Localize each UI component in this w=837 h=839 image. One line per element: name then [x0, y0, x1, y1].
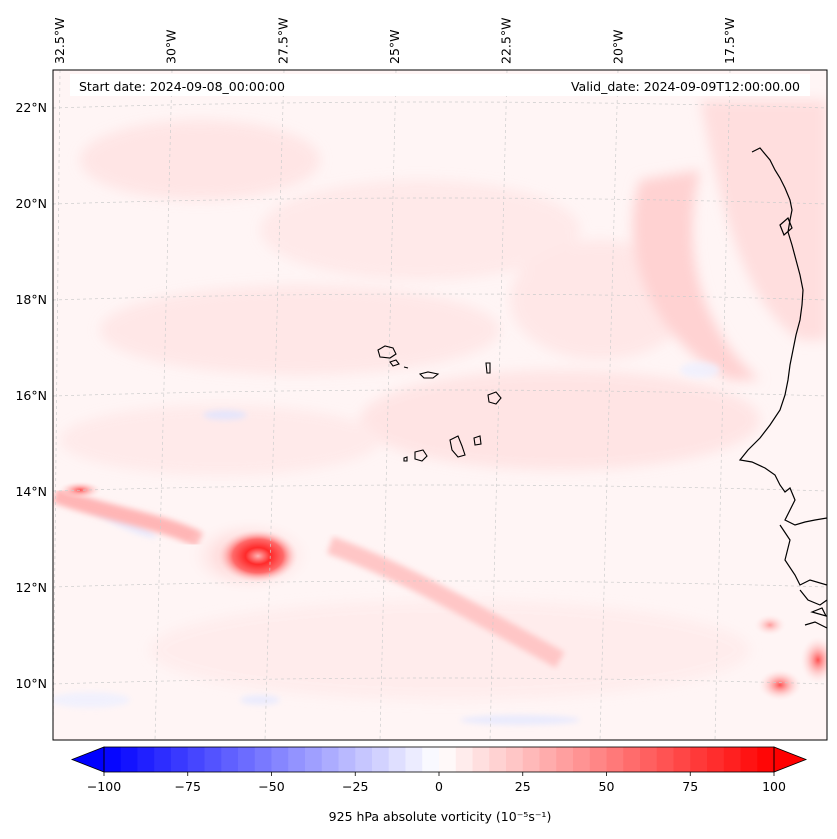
colorbar-cell [204, 747, 222, 772]
colorbar-cells [104, 747, 775, 772]
colorbar-cell [723, 747, 741, 772]
colorbar-tick-label: −50 [258, 779, 284, 794]
coastlines [738, 147, 827, 629]
colorbar-cell [656, 747, 674, 772]
lon-label: 32.5°W [52, 18, 67, 64]
start-date-text: Start date: 2024-09-08_00:00:00 [79, 79, 285, 94]
colorbar-ticks: −100 −75 −50 −25 0 25 50 75 100 [87, 772, 786, 794]
longitude-labels: 32.5°W 30°W 27.5°W 25°W 22.5°W 20°W 17.5°W [52, 18, 737, 64]
sao-nicolau-island [418, 371, 440, 379]
colorbar-cell [388, 747, 406, 772]
colorbar-cell [422, 747, 440, 772]
colorbar-tick-label: 0 [435, 779, 443, 794]
date-annotations: Start date: 2024-09-08_00:00:00 Valid_da… [70, 74, 810, 96]
colorbar-cell [104, 747, 122, 772]
lon-label: 20°W [610, 29, 625, 64]
colorbar-cell [254, 747, 272, 772]
colorbar-cell [757, 747, 775, 772]
lat-label: 22°N [15, 100, 47, 115]
colorbar-cell [589, 747, 607, 772]
sao-vicente-island [389, 359, 400, 367]
graticule [53, 70, 827, 740]
colorbar-cell [439, 747, 457, 772]
lat-label: 12°N [15, 580, 47, 595]
lon-label: 27.5°W [275, 18, 290, 64]
colorbar-cell [120, 747, 138, 772]
colorbar-cell [171, 747, 189, 772]
africa-coastline [738, 147, 827, 526]
colorbar-cell [623, 747, 641, 772]
colorbar-cell [573, 747, 591, 772]
colorbar-tick-label: 100 [762, 779, 786, 794]
colorbar-cell [522, 747, 540, 772]
map-frame [52, 69, 828, 741]
colorbar-max-extension [773, 746, 808, 773]
colorbar-cell [640, 747, 658, 772]
santo-antao-island [377, 345, 397, 359]
fogo-island [414, 449, 428, 462]
colorbar-cell [221, 747, 239, 772]
colorbar-cell [137, 747, 155, 772]
colorbar-cell [355, 747, 373, 772]
colorbar-cell [556, 747, 574, 772]
lat-label: 10°N [15, 676, 47, 691]
colorbar-tick-label: −75 [175, 779, 201, 794]
colorbar-cell [288, 747, 306, 772]
colorbar-cell [187, 747, 205, 772]
vorticity-field [53, 70, 827, 740]
colorbar-min-extension [70, 746, 105, 773]
lat-label: 16°N [15, 388, 47, 403]
colorbar-label: 925 hPa absolute vorticity (10⁻⁵s⁻¹) [329, 809, 552, 824]
colorbar-cell [606, 747, 624, 772]
colorbar-cell [506, 747, 524, 772]
lon-label: 30°W [164, 29, 179, 64]
sal-island [485, 362, 491, 374]
latitude-labels: 22°N 20°N 18°N 16°N 14°N 12°N 10°N [15, 100, 47, 691]
brava-island [403, 456, 408, 462]
lat-label: 18°N [15, 292, 47, 307]
santa-luzia-island [403, 366, 409, 369]
maio-island [473, 435, 482, 446]
santiago-island [449, 435, 466, 458]
colorbar-cell [455, 747, 473, 772]
colorbar-cell [154, 747, 172, 772]
colorbar-cell [673, 747, 691, 772]
colorbar-cell [305, 747, 323, 772]
colorbar-cell [740, 747, 758, 772]
lat-label: 14°N [15, 484, 47, 499]
colorbar-tick-label: 50 [599, 779, 615, 794]
colorbar-cell [539, 747, 557, 772]
colorbar-cell [338, 747, 356, 772]
cape-verde-islands [377, 345, 502, 462]
lon-label: 22.5°W [499, 18, 514, 64]
boa-vista-island [487, 391, 502, 405]
colorbar-tick-label: 75 [682, 779, 698, 794]
colorbar: −100 −75 −50 −25 0 25 50 75 100 925 hPa absolute… [70, 746, 808, 824]
colorbar-cell [489, 747, 507, 772]
colorbar-cell [372, 747, 390, 772]
colorbar-tick-label: 25 [515, 779, 531, 794]
colorbar-tick-label: −25 [342, 779, 368, 794]
colorbar-cell [271, 747, 289, 772]
colorbar-cell [707, 747, 725, 772]
colorbar-cell [238, 747, 256, 772]
lon-label: 25°W [387, 29, 402, 64]
colorbar-tick-label: −100 [87, 779, 121, 794]
colorbar-cell [405, 747, 423, 772]
lon-label: 17.5°W [722, 18, 737, 64]
colorbar-cell [472, 747, 490, 772]
colorbar-cell [321, 747, 339, 772]
valid-date-text: Valid_date: 2024-09-09T12:00:00.00 [571, 79, 800, 94]
colorbar-cell [690, 747, 708, 772]
lat-label: 20°N [15, 196, 47, 211]
